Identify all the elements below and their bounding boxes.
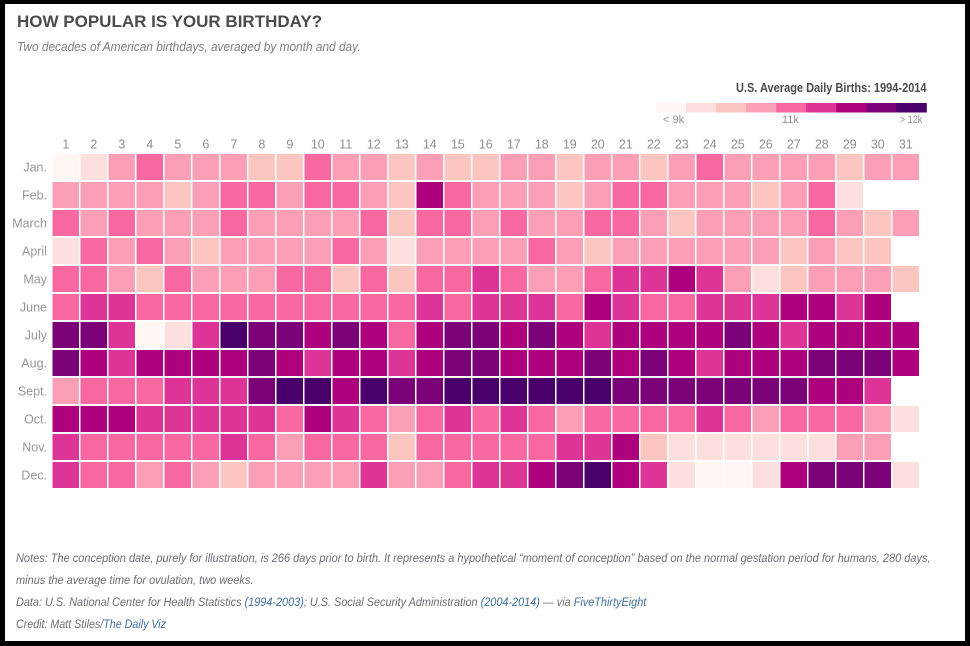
svg-text:18: 18 bbox=[535, 138, 549, 152]
svg-text:Feb.: Feb. bbox=[22, 189, 47, 203]
svg-text:Nov.: Nov. bbox=[22, 441, 47, 455]
svg-text:7: 7 bbox=[230, 138, 237, 152]
svg-text:12: 12 bbox=[367, 138, 381, 152]
svg-text:27: 27 bbox=[787, 138, 801, 152]
svg-text:Oct.: Oct. bbox=[24, 413, 47, 427]
svg-text:17: 17 bbox=[507, 138, 521, 152]
svg-text:15: 15 bbox=[451, 138, 465, 152]
svg-text:28: 28 bbox=[815, 138, 829, 152]
svg-text:31: 31 bbox=[899, 138, 913, 152]
svg-text:24: 24 bbox=[703, 138, 717, 152]
svg-text:Jan.: Jan. bbox=[23, 161, 47, 175]
svg-text:8: 8 bbox=[258, 138, 265, 152]
svg-text:6: 6 bbox=[202, 138, 209, 152]
svg-text:14: 14 bbox=[423, 138, 437, 152]
svg-text:16: 16 bbox=[479, 138, 493, 152]
svg-text:9: 9 bbox=[286, 138, 293, 152]
svg-text:25: 25 bbox=[731, 138, 745, 152]
svg-text:2: 2 bbox=[90, 138, 97, 152]
svg-text:30: 30 bbox=[871, 138, 885, 152]
svg-text:23: 23 bbox=[675, 138, 689, 152]
svg-text:March: March bbox=[12, 217, 47, 231]
svg-text:21: 21 bbox=[619, 138, 633, 152]
svg-text:10: 10 bbox=[311, 138, 325, 152]
svg-text:20: 20 bbox=[591, 138, 605, 152]
svg-text:3: 3 bbox=[118, 138, 125, 152]
svg-text:19: 19 bbox=[563, 138, 577, 152]
svg-text:29: 29 bbox=[843, 138, 857, 152]
svg-text:13: 13 bbox=[395, 138, 409, 152]
svg-text:22: 22 bbox=[647, 138, 661, 152]
svg-text:May: May bbox=[23, 273, 47, 287]
svg-text:April: April bbox=[22, 245, 47, 259]
svg-text:4: 4 bbox=[146, 138, 153, 152]
svg-text:Dec.: Dec. bbox=[21, 469, 47, 483]
svg-text:11: 11 bbox=[339, 138, 352, 152]
svg-text:Sept.: Sept. bbox=[18, 385, 47, 399]
svg-text:July: July bbox=[25, 329, 48, 343]
svg-text:5: 5 bbox=[174, 138, 181, 152]
svg-text:June: June bbox=[20, 301, 47, 315]
svg-text:26: 26 bbox=[759, 138, 773, 152]
svg-text:1: 1 bbox=[62, 138, 69, 152]
svg-text:Aug.: Aug. bbox=[21, 357, 47, 371]
